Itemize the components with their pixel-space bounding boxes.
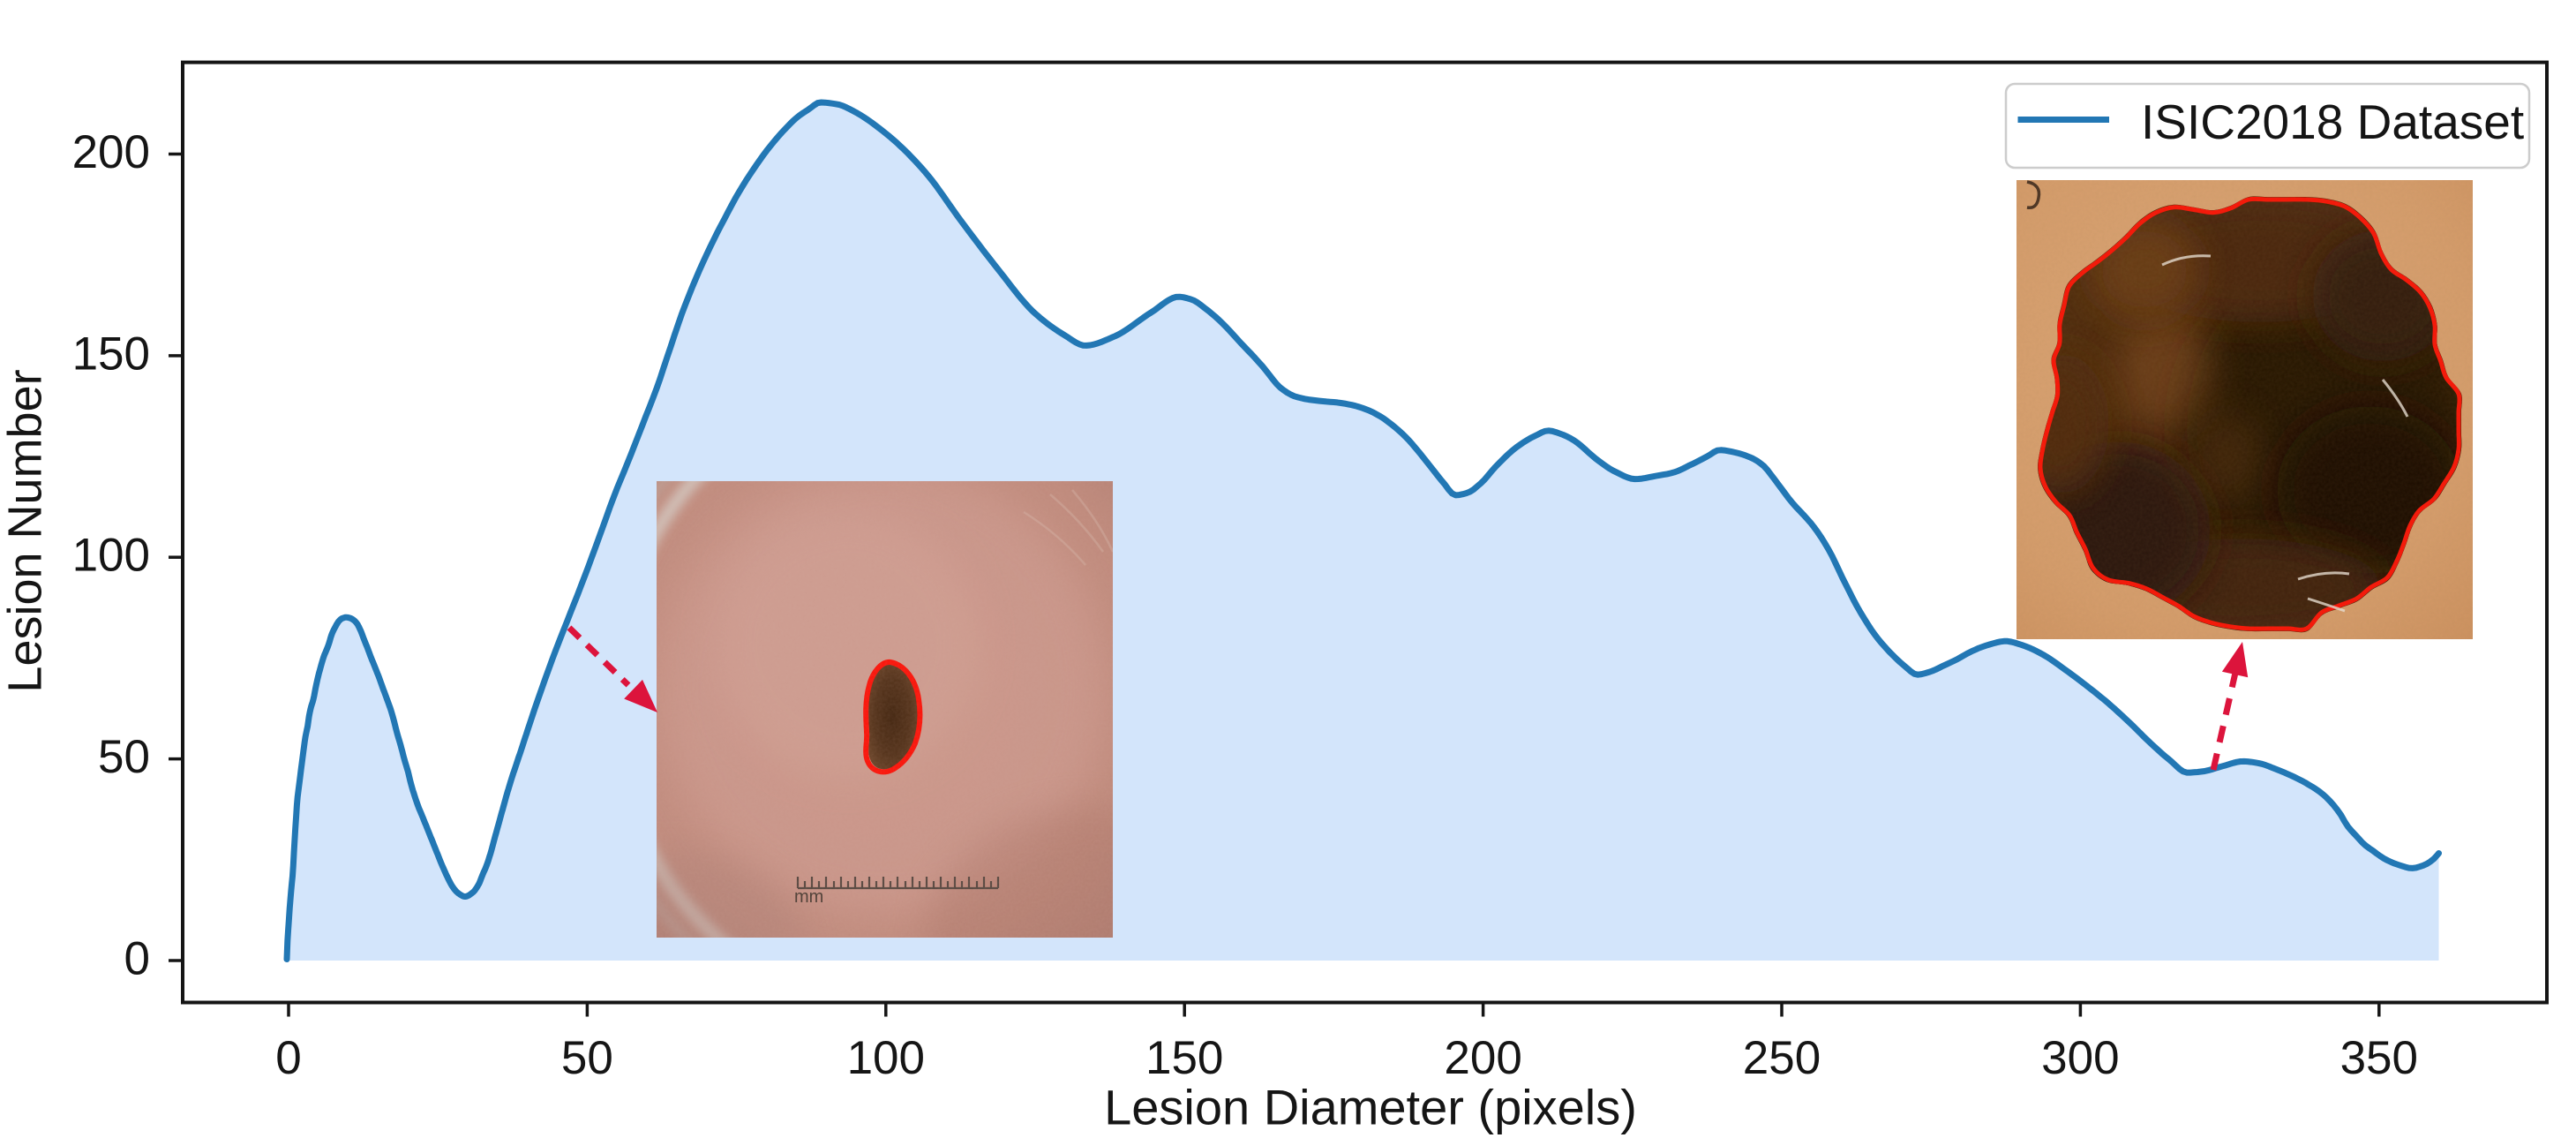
svg-text:50: 50 xyxy=(98,731,150,783)
svg-text:Lesion Diameter (pixels): Lesion Diameter (pixels) xyxy=(1104,1080,1637,1135)
svg-text:mm: mm xyxy=(794,887,823,907)
svg-text:100: 100 xyxy=(72,530,150,582)
svg-text:100: 100 xyxy=(847,1032,925,1084)
svg-text:Lesion Number: Lesion Number xyxy=(0,369,52,692)
svg-text:ISIC2018 Dataset: ISIC2018 Dataset xyxy=(2141,94,2524,149)
svg-text:200: 200 xyxy=(72,126,150,178)
svg-text:150: 150 xyxy=(1145,1032,1223,1084)
svg-text:300: 300 xyxy=(2041,1032,2119,1084)
svg-text:50: 50 xyxy=(561,1032,613,1084)
svg-text:0: 0 xyxy=(275,1032,301,1084)
svg-text:0: 0 xyxy=(124,933,150,985)
svg-text:350: 350 xyxy=(2340,1032,2418,1084)
svg-text:200: 200 xyxy=(1444,1032,1521,1084)
svg-text:250: 250 xyxy=(1743,1032,1821,1084)
svg-text:150: 150 xyxy=(72,328,150,380)
